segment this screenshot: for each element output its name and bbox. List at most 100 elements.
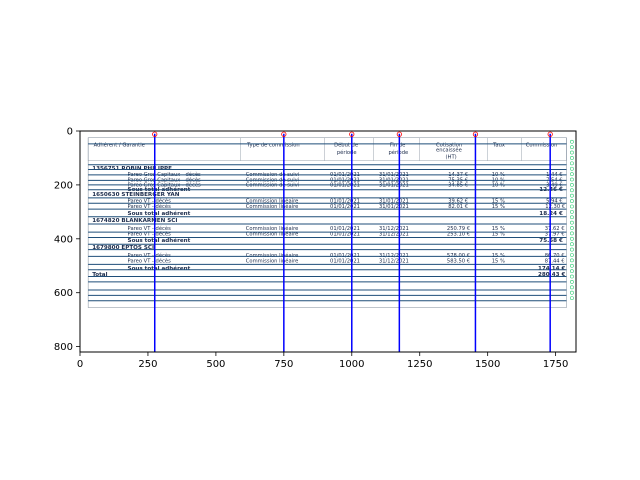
y-tick-label: 800 xyxy=(54,342,73,353)
table-cell: 01/01/2021 xyxy=(330,226,360,232)
side-marker xyxy=(570,204,574,209)
table-cell: Total xyxy=(92,272,107,278)
side-marker xyxy=(570,242,574,247)
y-tick-label: 600 xyxy=(54,288,73,299)
table-header-cell: Taux xyxy=(492,142,505,148)
table-cell: 39.62 € xyxy=(448,199,468,205)
table-cell: 01/01/2021 xyxy=(330,231,360,237)
table-cell: 31/12/2021 xyxy=(379,226,409,232)
table-cell: Pareo VT - décès xyxy=(128,230,172,237)
marker-point xyxy=(349,131,355,137)
side-marker xyxy=(570,296,574,300)
side-marker xyxy=(570,226,574,230)
side-marker xyxy=(570,177,574,182)
side-marker xyxy=(570,150,574,155)
table-cell: Pareo VT - décès xyxy=(128,198,172,205)
table-cell: Pareo VT - décès xyxy=(128,203,172,210)
table-border xyxy=(87,137,567,308)
marker-point xyxy=(281,131,287,137)
table-cell: 18.24 € xyxy=(539,211,563,217)
table-header-cell: Type de commission xyxy=(246,142,300,148)
table-cell: 1356751 ROBIN PHILIPPE xyxy=(92,166,172,172)
table-cell: Pareo VT - décès xyxy=(128,252,172,259)
table-cell: 174.14 € xyxy=(538,266,566,272)
x-tick-label: 1500 xyxy=(475,359,500,370)
side-marker xyxy=(570,285,574,290)
table-cell: 31/01/2021 xyxy=(379,204,409,210)
table-cell: 01/01/2021 xyxy=(330,258,360,264)
table-cell: 82.01 € xyxy=(448,204,468,210)
y-axis-ticks: 0 200 400 600 800 xyxy=(54,127,80,353)
table-cell: 15 % xyxy=(492,258,505,264)
table-header-cell: période xyxy=(388,149,408,156)
table-cell: 12.30 € xyxy=(545,204,565,210)
table-header-cell: Début de xyxy=(334,141,358,148)
x-tick-label: 500 xyxy=(206,359,225,370)
y-tick-label: 200 xyxy=(54,180,73,191)
side-marker xyxy=(570,231,574,236)
table-cell: 1679800 EPTOS SCI xyxy=(92,245,154,251)
side-marker xyxy=(570,161,574,166)
marker-point xyxy=(547,131,553,137)
table-cell: 5.94 € xyxy=(546,199,563,205)
side-marker xyxy=(570,247,574,252)
table-header-cell: (HT) xyxy=(446,154,457,160)
side-marker xyxy=(570,209,574,214)
side-marker xyxy=(570,280,574,284)
side-marker xyxy=(570,183,574,187)
side-marker xyxy=(570,139,574,144)
table-header-cell: Cotisation xyxy=(436,142,462,148)
side-marker xyxy=(570,215,574,220)
table-cell: Sous total adhérent xyxy=(128,265,191,272)
side-marker xyxy=(570,156,574,160)
table-cell: 583.50 € xyxy=(447,258,470,264)
table-cell: 01/01/2021 xyxy=(330,199,360,205)
side-marker xyxy=(570,145,574,150)
table-cell: 31/01/2021 xyxy=(379,199,409,205)
side-marker xyxy=(570,258,574,263)
table-cell: Commission linéaire xyxy=(246,252,299,259)
table-cell: 15 % xyxy=(492,199,505,205)
x-axis-ticks: 0 250 500 750 1000 1250 1500 1750 xyxy=(77,352,568,370)
x-tick-label: 250 xyxy=(138,359,157,370)
table-cell: Pareo VT - décès xyxy=(128,225,172,232)
table-cell: 280.43 € xyxy=(538,272,566,278)
table-cell: Commission linéaire xyxy=(246,203,299,210)
marker-point xyxy=(152,131,158,137)
table-cell: 15 % xyxy=(492,226,505,232)
side-marker xyxy=(570,274,574,279)
table-cell: 1674820 BLANKARMEN SCI xyxy=(92,218,177,224)
marker-point xyxy=(472,131,479,137)
side-marker xyxy=(570,263,574,268)
table-cell: 1650630 STEINBERGER YAN xyxy=(92,192,180,198)
side-marker xyxy=(570,188,574,193)
table-cell: Pareo VT - décès xyxy=(128,257,172,264)
table-header-cell: Commission xyxy=(526,142,558,148)
side-marker xyxy=(570,199,574,203)
table-header-cell: encaissée xyxy=(436,146,462,153)
marker-point xyxy=(396,131,402,137)
side-marker xyxy=(570,193,574,198)
table-cell: Commission linéaire xyxy=(246,225,299,232)
markers xyxy=(152,131,553,137)
table-cell: 15 % xyxy=(492,204,505,210)
side-marker xyxy=(570,290,574,295)
table-cell: 37.62 € xyxy=(545,226,565,232)
table-cell: Sous total adhérent xyxy=(128,210,191,217)
axes-frame xyxy=(79,130,577,353)
side-marker xyxy=(570,172,574,177)
vertical-lines xyxy=(153,133,551,352)
x-tick-label: 1750 xyxy=(543,359,568,370)
side-marker xyxy=(570,220,574,225)
table-cell: Commission linéaire xyxy=(246,230,299,237)
table-header-cell: Fin de xyxy=(390,142,405,148)
side-marker xyxy=(570,166,574,171)
table-cell: 253.10 € xyxy=(447,231,470,237)
table-header-cell: période xyxy=(337,149,357,156)
table-cell: 31/12/2021 xyxy=(379,231,409,237)
table-cell: 31/12/2021 xyxy=(379,258,409,264)
table-cell: Commission linéaire xyxy=(246,257,299,264)
table-cell: Sous total adhérent xyxy=(128,237,191,244)
x-tick-label: 750 xyxy=(274,359,293,370)
x-tick-label: 0 xyxy=(77,359,83,370)
